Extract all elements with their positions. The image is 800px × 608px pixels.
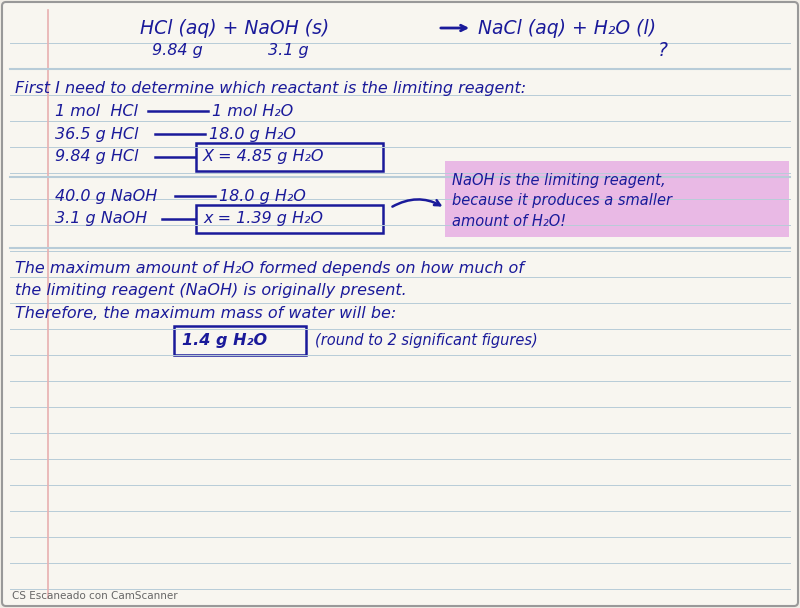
- Text: First I need to determine which reactant is the limiting reagent:: First I need to determine which reactant…: [15, 80, 526, 95]
- Text: the limiting reagent (NaOH) is originally present.: the limiting reagent (NaOH) is originall…: [15, 283, 406, 299]
- Text: NaOH is the limiting reagent,: NaOH is the limiting reagent,: [452, 173, 666, 187]
- Text: 18.0 g H₂O: 18.0 g H₂O: [219, 188, 306, 204]
- Text: X = 4.85 g H₂O: X = 4.85 g H₂O: [203, 150, 325, 165]
- Text: 9.84 g HCl: 9.84 g HCl: [55, 150, 138, 165]
- Text: The maximum amount of H₂O formed depends on how much of: The maximum amount of H₂O formed depends…: [15, 260, 524, 275]
- Text: 9.84 g: 9.84 g: [152, 43, 202, 58]
- Text: 36.5 g HCl: 36.5 g HCl: [55, 126, 138, 142]
- Text: amount of H₂O!: amount of H₂O!: [452, 215, 566, 229]
- Text: (round to 2 significant figures): (round to 2 significant figures): [315, 333, 538, 348]
- Text: 40.0 g NaOH: 40.0 g NaOH: [55, 188, 158, 204]
- Text: 3.1 g: 3.1 g: [268, 43, 309, 58]
- Text: 1 mol H₂O: 1 mol H₂O: [212, 103, 294, 119]
- Text: 1 mol  HCl: 1 mol HCl: [55, 103, 138, 119]
- Text: HCl (aq) + NaOH (s): HCl (aq) + NaOH (s): [140, 18, 330, 38]
- FancyBboxPatch shape: [445, 161, 789, 237]
- Text: ?: ?: [658, 41, 668, 60]
- Text: 18.0 g H₂O: 18.0 g H₂O: [209, 126, 296, 142]
- Text: Therefore, the maximum mass of water will be:: Therefore, the maximum mass of water wil…: [15, 306, 396, 322]
- Text: CS Escaneado con CamScanner: CS Escaneado con CamScanner: [12, 591, 178, 601]
- Text: 3.1 g NaOH: 3.1 g NaOH: [55, 212, 147, 227]
- Text: 1.4 g H₂O: 1.4 g H₂O: [182, 333, 267, 348]
- Text: because it produces a smaller: because it produces a smaller: [452, 193, 672, 207]
- Text: x = 1.39 g H₂O: x = 1.39 g H₂O: [203, 212, 323, 227]
- Text: NaCl (aq) + H₂O (l): NaCl (aq) + H₂O (l): [478, 18, 656, 38]
